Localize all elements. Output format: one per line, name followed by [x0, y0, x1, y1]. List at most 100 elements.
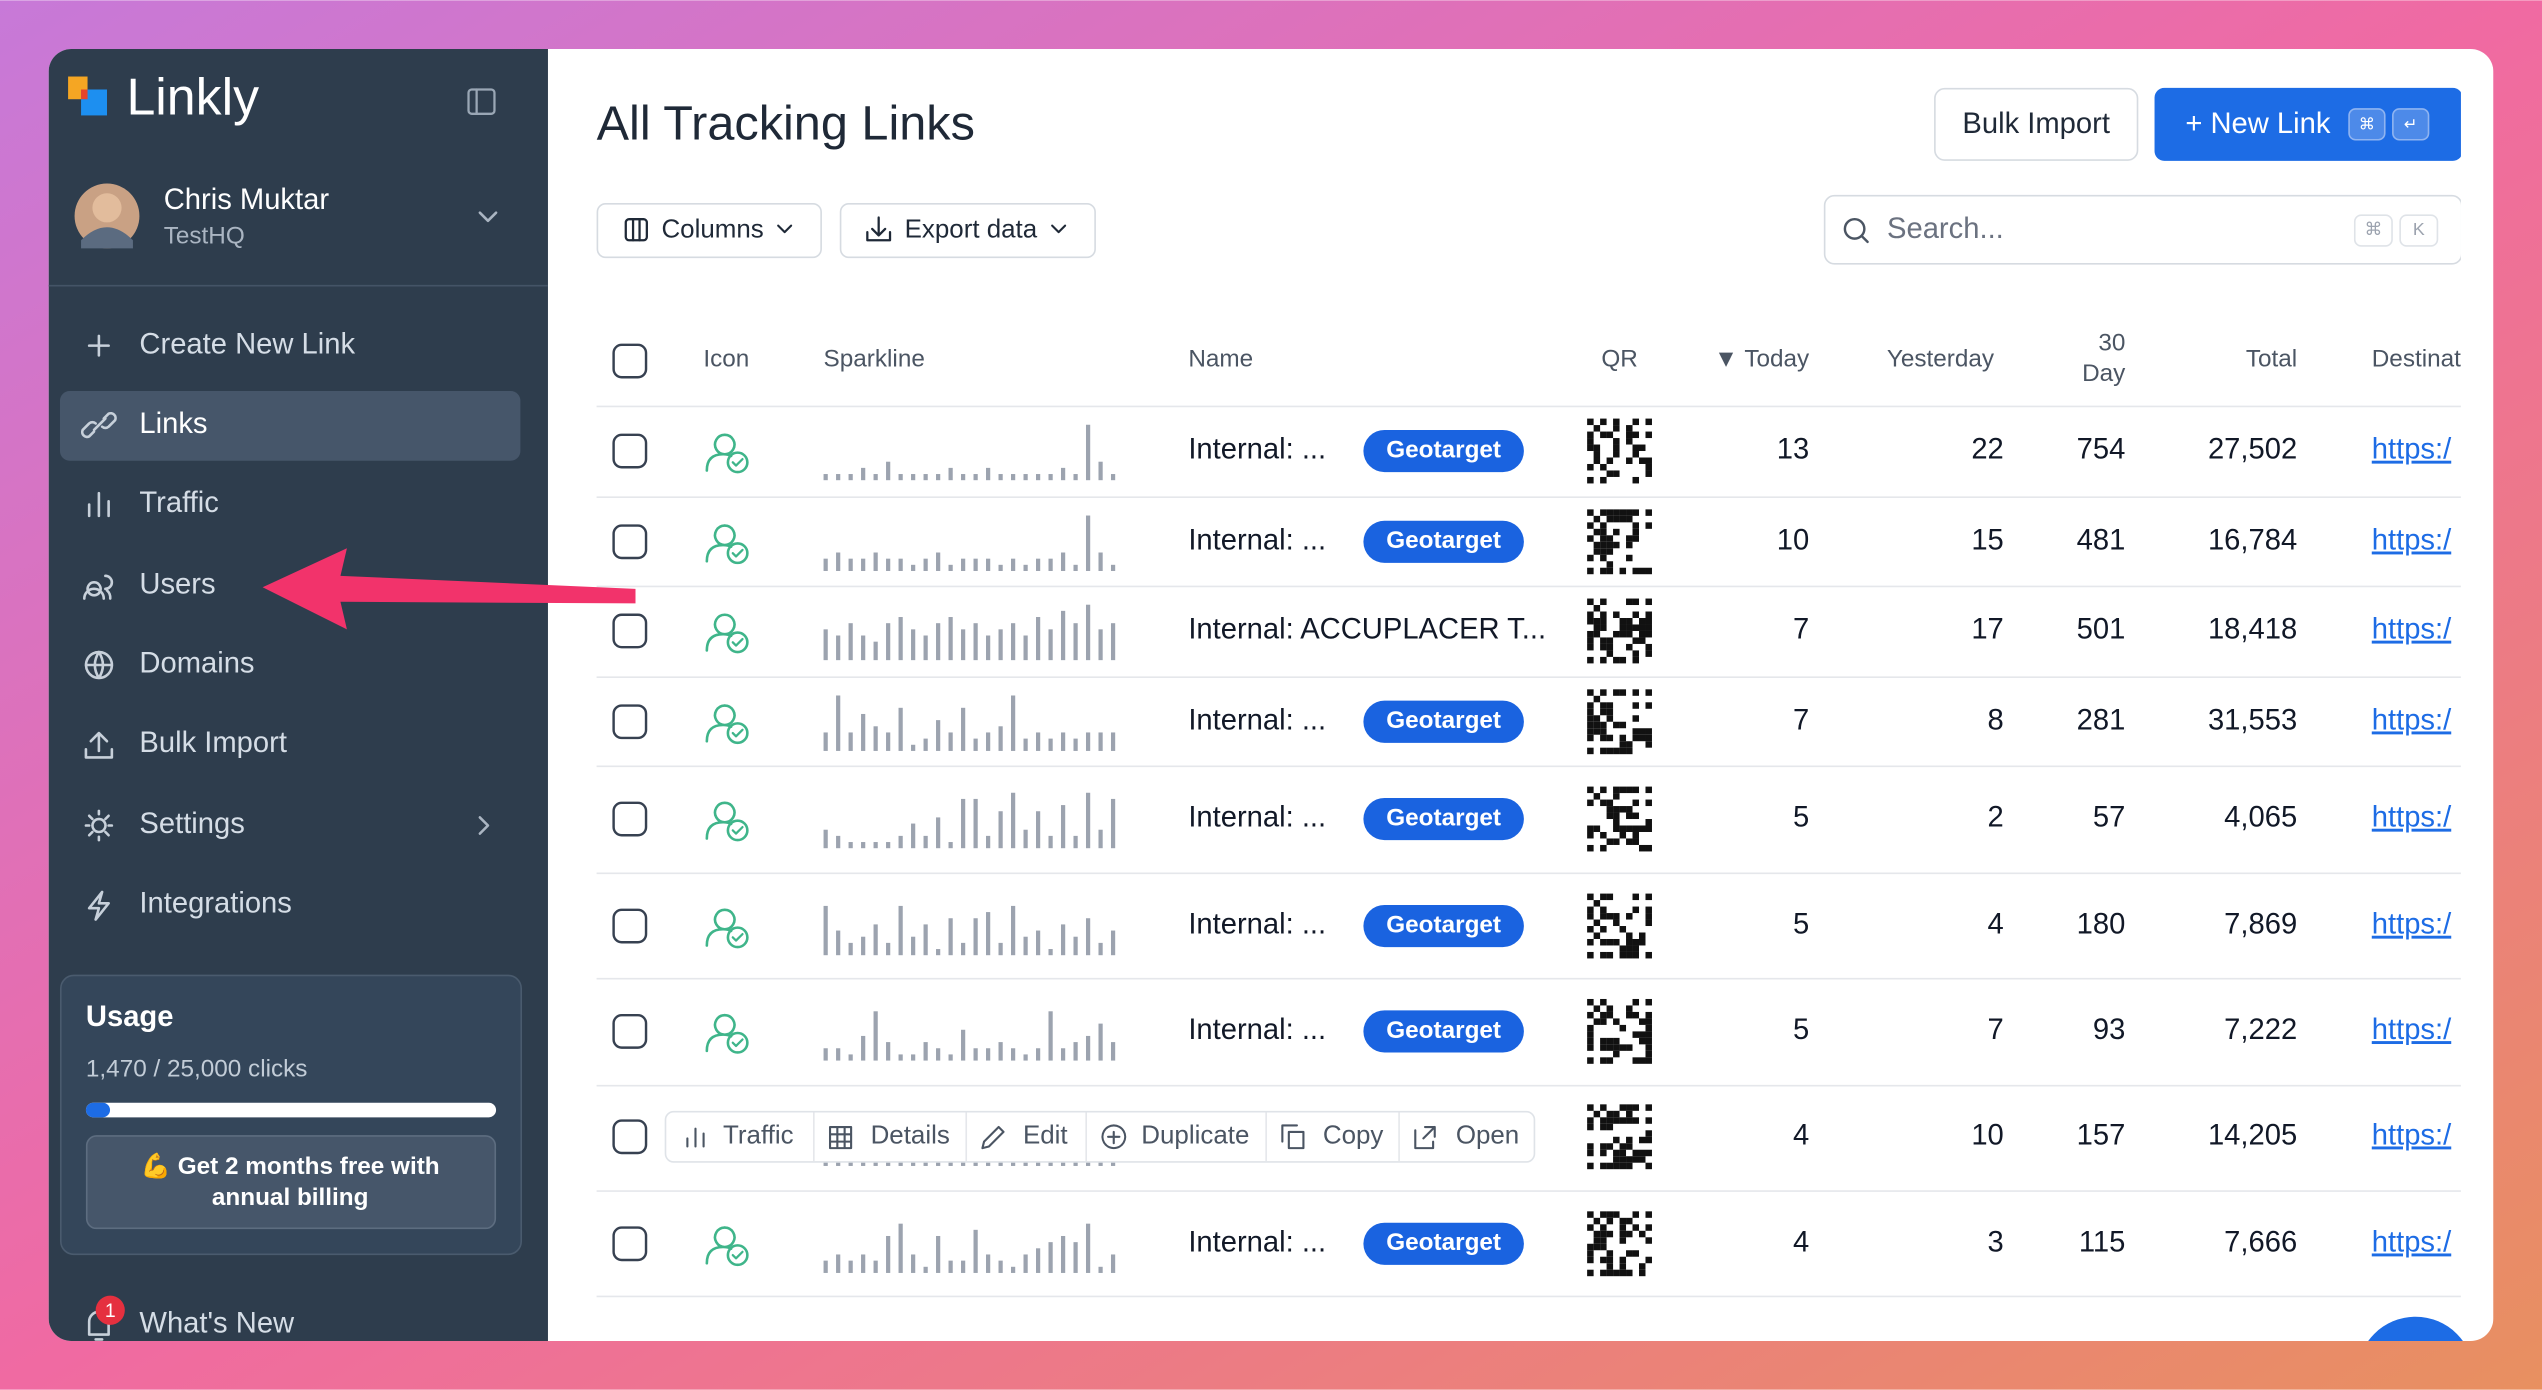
user-menu-chevron[interactable]	[478, 211, 498, 223]
export-button[interactable]	[839, 202, 1096, 259]
menu-item[interactable]: Settings	[139, 808, 244, 840]
qr-cell	[1639, 932, 1646, 939]
destination-link[interactable]: https:/	[2372, 704, 2452, 736]
qr-cell	[1626, 598, 1633, 606]
destination-link[interactable]: https:/	[2372, 1119, 2452, 1151]
sparkline-bar	[1060, 467, 1066, 481]
new-link-button[interactable]	[2154, 87, 2463, 161]
checkbox[interactable]	[612, 908, 648, 944]
qr-cell	[1587, 1162, 1594, 1170]
qr-cell	[1593, 1005, 1601, 1012]
qr-cell	[1600, 541, 1607, 549]
bulk-import-button[interactable]	[1934, 87, 2139, 161]
qr-cell	[1606, 1217, 1614, 1225]
promo-button[interactable]	[85, 1135, 497, 1230]
sparkline-bar	[1048, 835, 1053, 849]
qr-cell	[1587, 567, 1594, 575]
row-action[interactable]: Edit	[1023, 1122, 1068, 1150]
menu-item[interactable]: Links	[139, 408, 207, 440]
destination-link[interactable]: https:/	[2372, 1226, 2452, 1258]
qr-cell	[1639, 1057, 1646, 1064]
destination-link[interactable]: https:/	[2372, 909, 2452, 941]
sparkline-bar	[886, 942, 891, 956]
menu-item[interactable]: Create New Link	[139, 328, 355, 360]
qr-cell	[1593, 617, 1601, 625]
qr-cell	[1606, 1011, 1614, 1019]
sparkline-bar	[986, 1254, 991, 1273]
checkbox[interactable]	[612, 704, 648, 740]
row-action[interactable]: Open	[1456, 1122, 1519, 1150]
menu-item[interactable]: Domains	[139, 648, 254, 680]
qr-cell	[1645, 951, 1652, 959]
sparkline-bar	[911, 1054, 916, 1061]
sparkline-bar	[973, 623, 978, 661]
qr-cell	[1600, 624, 1607, 631]
link-name: Internal: ...	[1188, 909, 1326, 941]
qr-cell	[1639, 444, 1646, 452]
destination-link[interactable]: https:/	[2372, 525, 2452, 557]
row-action[interactable]: Duplicate	[1141, 1122, 1249, 1150]
qr-cell	[1613, 1162, 1620, 1170]
sparkline-bar	[998, 474, 1003, 481]
qr-cell	[1587, 1044, 1594, 1051]
qr-cell	[1626, 838, 1633, 845]
today: 5	[1793, 802, 1809, 834]
row-action[interactable]: Details	[871, 1122, 950, 1150]
destination-link[interactable]: https:/	[2372, 1014, 2452, 1046]
checkbox[interactable]	[612, 1013, 648, 1049]
search-box[interactable]	[1823, 194, 2462, 265]
qr-cell	[1626, 624, 1633, 631]
sparkline-bar	[1035, 558, 1041, 571]
checkbox[interactable]	[612, 801, 648, 837]
link-icon	[705, 1226, 736, 1265]
sparkline-bar	[1098, 629, 1103, 661]
sparkline-bar	[1011, 474, 1016, 481]
destination-link[interactable]: https:/	[2372, 434, 2452, 466]
checkbox[interactable]	[612, 613, 648, 649]
qr-cell	[1593, 605, 1601, 612]
menu-item[interactable]: Traffic	[139, 487, 218, 519]
checkbox[interactable]	[612, 343, 648, 379]
qr-cell	[1639, 938, 1646, 946]
sparkline-bar	[861, 713, 866, 751]
qr-cell	[1632, 1031, 1640, 1038]
sparkline-bar	[898, 835, 903, 849]
link-icon	[726, 819, 749, 842]
checkbox[interactable]	[612, 1226, 648, 1262]
qr-cell	[1626, 1104, 1633, 1111]
today: 10	[1777, 525, 1809, 557]
checkbox[interactable]	[612, 524, 648, 560]
checkbox[interactable]	[612, 1119, 648, 1155]
sparkline-bar	[1060, 610, 1066, 661]
row-action[interactable]: Copy	[1323, 1122, 1384, 1150]
whats-new[interactable]: What's New	[139, 1308, 295, 1340]
qr-cell	[1619, 1117, 1627, 1124]
row-action[interactable]: Traffic	[723, 1122, 794, 1150]
qr-cell	[1606, 509, 1614, 516]
destination-link[interactable]: https:/	[2372, 802, 2452, 834]
menu-item[interactable]: Bulk Import	[139, 727, 287, 759]
badge	[1363, 429, 1524, 473]
menu-item[interactable]: Users	[139, 568, 215, 600]
collapse-icon[interactable]	[467, 88, 496, 115]
menu-icon	[84, 731, 114, 759]
qr-cell	[1587, 825, 1594, 832]
yesterday: 10	[1971, 1119, 2003, 1151]
destination-link[interactable]: https:/	[2372, 614, 2452, 646]
qr-cell	[1606, 535, 1614, 542]
checkbox[interactable]	[612, 433, 648, 469]
sparkline-bar	[1110, 732, 1116, 751]
active-item-bg	[59, 391, 521, 461]
sparkline-bar	[1048, 949, 1053, 956]
qr-cell	[1606, 637, 1614, 644]
qr-cell	[1613, 786, 1620, 794]
thirty-day: 501	[2077, 614, 2126, 646]
qr-cell	[1593, 932, 1601, 939]
action-icon	[686, 1127, 705, 1148]
qr-cell	[1587, 1149, 1594, 1157]
columns-button[interactable]	[596, 202, 822, 259]
qr-cell	[1587, 786, 1594, 794]
qr-cell	[1619, 617, 1627, 625]
qr-cell	[1645, 1104, 1652, 1111]
menu-item[interactable]: Integrations	[139, 888, 291, 920]
